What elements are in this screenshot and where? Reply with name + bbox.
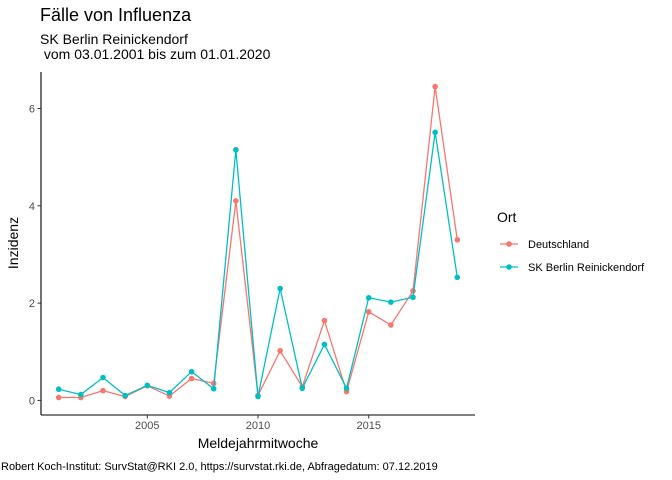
data-point xyxy=(55,386,62,393)
data-point xyxy=(432,83,438,90)
data-point xyxy=(277,347,283,354)
data-point xyxy=(365,309,372,315)
data-point xyxy=(454,274,461,281)
chart-title: Fälle von Influenza xyxy=(40,5,192,25)
y-axis-title: Inzidenz xyxy=(5,217,21,269)
plot-area: 0 2 4 6 2005 2010 2015 xyxy=(29,72,475,432)
data-point xyxy=(410,294,416,301)
data-point xyxy=(277,285,283,292)
y-tick-label: 0 xyxy=(29,395,35,407)
data-point xyxy=(255,393,261,400)
data-point xyxy=(78,391,84,398)
data-point xyxy=(166,389,173,396)
data-point xyxy=(432,129,438,136)
series-line-1 xyxy=(58,132,458,397)
data-point xyxy=(388,322,394,328)
data-point xyxy=(233,147,239,153)
y-tick-label: 6 xyxy=(29,103,35,115)
data-point xyxy=(321,317,328,324)
data-point xyxy=(388,299,394,305)
legend-key-point xyxy=(506,264,512,270)
x-tick-label: 2005 xyxy=(135,420,159,432)
data-point xyxy=(365,294,372,301)
x-axis-title: Meldejahrmitwoche xyxy=(198,435,319,451)
x-tick-label: 2010 xyxy=(246,420,270,432)
chart-caption: Robert Koch-Institut: SurvStat@RKI 2.0, … xyxy=(1,461,438,473)
legend-label: SK Berlin Reinickendorf xyxy=(528,262,645,274)
y-tick-label: 2 xyxy=(29,298,35,310)
legend-title: Ort xyxy=(497,209,517,225)
chart-subtitle-line1: SK Berlin Reinickendorf xyxy=(40,31,188,47)
x-tick-label: 2015 xyxy=(356,420,380,432)
data-point xyxy=(122,392,128,399)
legend: Ort Deutschland SK Berlin Reinickendorf xyxy=(497,209,645,274)
data-point xyxy=(55,394,62,401)
data-point xyxy=(188,368,195,375)
data-point xyxy=(454,237,461,243)
chart-subtitle-line2: vom 03.01.2001 bis zum 01.01.2020 xyxy=(40,46,271,62)
data-point xyxy=(100,387,106,394)
data-point xyxy=(188,375,195,382)
data-point xyxy=(144,382,151,389)
legend-label: Deutschland xyxy=(528,239,589,251)
series-line-0 xyxy=(58,86,458,399)
data-point xyxy=(321,341,328,348)
data-point xyxy=(233,198,239,204)
data-point xyxy=(210,385,217,392)
legend-key-point xyxy=(506,241,512,247)
data-point xyxy=(299,385,306,392)
data-point xyxy=(343,385,350,392)
data-point xyxy=(100,374,106,381)
y-tick-label: 4 xyxy=(29,201,35,213)
